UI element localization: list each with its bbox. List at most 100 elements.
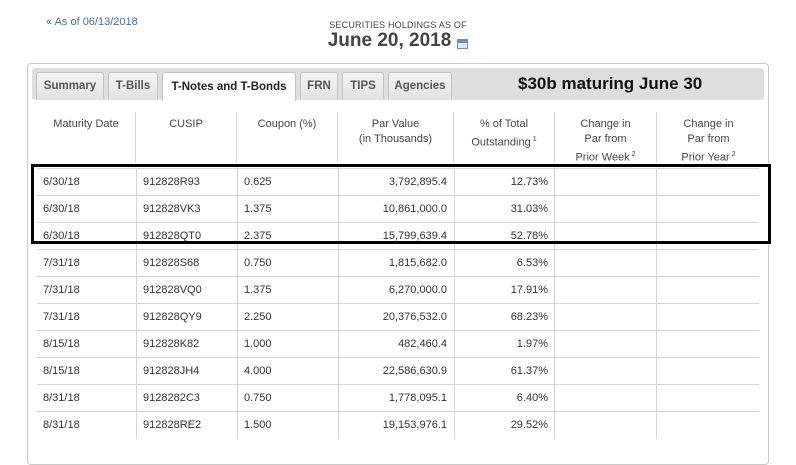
cell-par-value: 15,799,639.4 bbox=[338, 223, 454, 250]
cell-pct-outstanding: 68.23% bbox=[454, 304, 554, 331]
highlight-box bbox=[31, 164, 771, 244]
cell-par-value: 482,460.4 bbox=[338, 331, 454, 358]
holdings-panel: Summary T-Bills T-Notes and T-Bonds FRN … bbox=[27, 63, 769, 465]
cell-maturity-date: 7/31/18 bbox=[43, 257, 80, 269]
cell-change-year bbox=[656, 169, 759, 196]
table-row: 6/30/18 912828QT0 2.375 15,799,639.4 52.78% bbox=[37, 222, 759, 250]
cell-par-value: 22,586,630.9 bbox=[338, 358, 454, 385]
header-date: June 20, 2018 bbox=[327, 30, 452, 51]
cell-par-value: 10,861,000.0 bbox=[338, 196, 454, 223]
cell-coupon: 0.625 bbox=[237, 169, 338, 196]
cell-coupon: 2.375 bbox=[237, 223, 338, 250]
cell-change-year bbox=[656, 250, 759, 277]
cell-change-year bbox=[656, 412, 759, 439]
cell-par-value: 19,153,976.1 bbox=[338, 412, 454, 439]
tab-frn[interactable]: FRN bbox=[300, 72, 338, 99]
cell-change-year bbox=[656, 385, 759, 412]
cell-cusip: 912828QT0 bbox=[136, 223, 237, 250]
cell-pct-outstanding: 29.52% bbox=[454, 412, 554, 439]
tab-t-notes-and-t-bonds[interactable]: T-Notes and T-Bonds bbox=[162, 72, 296, 101]
cell-change-year bbox=[656, 304, 759, 331]
cell-pct-outstanding: 61.37% bbox=[454, 358, 554, 385]
cell-cusip: 912828VQ0 bbox=[136, 277, 237, 304]
cell-cusip: 912828RE2 bbox=[136, 412, 237, 439]
cell-coupon: 1.375 bbox=[237, 277, 338, 304]
cell-par-value: 6,270,000.0 bbox=[338, 277, 454, 304]
cell-cusip: 912828K82 bbox=[136, 331, 237, 358]
table-row: 8/31/18 912828RE2 1.500 19,153,976.1 29.52% bbox=[37, 411, 759, 439]
cell-coupon: 2.250 bbox=[237, 304, 338, 331]
col-change-week: Change in Par from Prior Week 2 bbox=[554, 112, 656, 164]
table-row: 7/31/18 912828S68 0.750 1,815,682.0 6.53% bbox=[37, 249, 759, 277]
cell-pct-outstanding: 1.97% bbox=[454, 331, 554, 358]
cell-change-week bbox=[554, 358, 656, 385]
cell-par-value: 20,376,532.0 bbox=[338, 304, 454, 331]
cell-maturity-date: 6/30/18 bbox=[43, 230, 80, 242]
cell-change-year bbox=[656, 331, 759, 358]
cell-par-value: 1,778,095.1 bbox=[338, 385, 454, 412]
cell-coupon: 1.000 bbox=[237, 331, 338, 358]
cell-coupon: 0.750 bbox=[237, 250, 338, 277]
cell-change-week bbox=[554, 304, 656, 331]
cell-cusip: 912828R93 bbox=[136, 169, 237, 196]
cell-change-week bbox=[554, 277, 656, 304]
cell-cusip: 912828S68 bbox=[136, 250, 237, 277]
cell-coupon: 0.750 bbox=[237, 385, 338, 412]
tab-summary[interactable]: Summary bbox=[36, 72, 104, 99]
cell-maturity-date: 6/30/18 bbox=[43, 176, 80, 188]
cell-maturity-date: 8/31/18 bbox=[43, 392, 80, 404]
calendar-icon[interactable] bbox=[457, 39, 469, 49]
cell-cusip: 9128282C3 bbox=[136, 385, 237, 412]
cell-pct-outstanding: 31.03% bbox=[454, 196, 554, 223]
col-cusip: CUSIP bbox=[135, 112, 236, 162]
cell-change-year bbox=[656, 277, 759, 304]
back-link[interactable]: « As of 06/13/2018 bbox=[46, 16, 138, 28]
cell-cusip: 912828JH4 bbox=[136, 358, 237, 385]
cell-change-week bbox=[554, 331, 656, 358]
cell-maturity-date: 6/30/18 bbox=[43, 203, 80, 215]
cell-coupon: 4.000 bbox=[237, 358, 338, 385]
cell-coupon: 1.500 bbox=[237, 412, 338, 439]
cell-change-week bbox=[554, 169, 656, 196]
cell-change-week bbox=[554, 412, 656, 439]
tab-bar: Summary T-Bills T-Notes and T-Bonds FRN … bbox=[32, 68, 764, 101]
col-pct-outstanding: % of Total Outstanding 1 bbox=[453, 112, 554, 162]
cell-pct-outstanding: 6.53% bbox=[454, 250, 554, 277]
col-change-year: Change in Par from Prior Year 2 bbox=[656, 112, 760, 164]
table-row: 6/30/18 912828R93 0.625 3,792,895.4 12.73% bbox=[37, 168, 759, 196]
table-row: 6/30/18 912828VK3 1.375 10,861,000.0 31.03% bbox=[37, 195, 759, 223]
cell-change-week bbox=[554, 223, 656, 250]
col-par-value: Par Value (in Thousands) bbox=[337, 112, 453, 162]
cell-par-value: 3,792,895.4 bbox=[338, 169, 454, 196]
table-row: 7/31/18 912828VQ0 1.375 6,270,000.0 17.91% bbox=[37, 276, 759, 304]
tab-agencies[interactable]: Agencies bbox=[388, 72, 452, 99]
header-date-wrap: June 20, 2018 bbox=[328, 30, 469, 52]
table-row: 7/31/18 912828QY9 2.250 20,376,532.0 68.23% bbox=[37, 303, 759, 331]
col-coupon: Coupon (%) bbox=[236, 112, 337, 162]
cell-maturity-date: 8/31/18 bbox=[43, 419, 80, 431]
header-label: SECURITIES HOLDINGS AS OF bbox=[329, 20, 467, 30]
maturing-banner: $30b maturing June 30 bbox=[518, 74, 703, 93]
cell-change-week bbox=[554, 385, 656, 412]
cell-coupon: 1.375 bbox=[237, 196, 338, 223]
cell-cusip: 912828VK3 bbox=[136, 196, 237, 223]
cell-change-year bbox=[656, 196, 759, 223]
cell-par-value: 1,815,682.0 bbox=[338, 250, 454, 277]
cell-pct-outstanding: 52.78% bbox=[454, 223, 554, 250]
tab-tips[interactable]: TIPS bbox=[342, 72, 384, 99]
col-maturity-date: Maturity Date bbox=[53, 118, 119, 130]
page-header: SECURITIES HOLDINGS AS OF June 20, 2018 bbox=[0, 20, 796, 52]
cell-maturity-date: 8/15/18 bbox=[43, 365, 80, 377]
cell-maturity-date: 7/31/18 bbox=[43, 284, 80, 296]
cell-pct-outstanding: 6.40% bbox=[454, 385, 554, 412]
cell-pct-outstanding: 12.73% bbox=[454, 169, 554, 196]
cell-change-year bbox=[656, 358, 759, 385]
tab-t-bills[interactable]: T-Bills bbox=[108, 72, 158, 99]
cell-change-week bbox=[554, 196, 656, 223]
cell-cusip: 912828QY9 bbox=[136, 304, 237, 331]
cell-pct-outstanding: 17.91% bbox=[454, 277, 554, 304]
cell-change-year bbox=[656, 223, 759, 250]
table-row: 8/31/18 9128282C3 0.750 1,778,095.1 6.40% bbox=[37, 384, 759, 412]
cell-change-week bbox=[554, 250, 656, 277]
cell-maturity-date: 8/15/18 bbox=[43, 338, 80, 350]
